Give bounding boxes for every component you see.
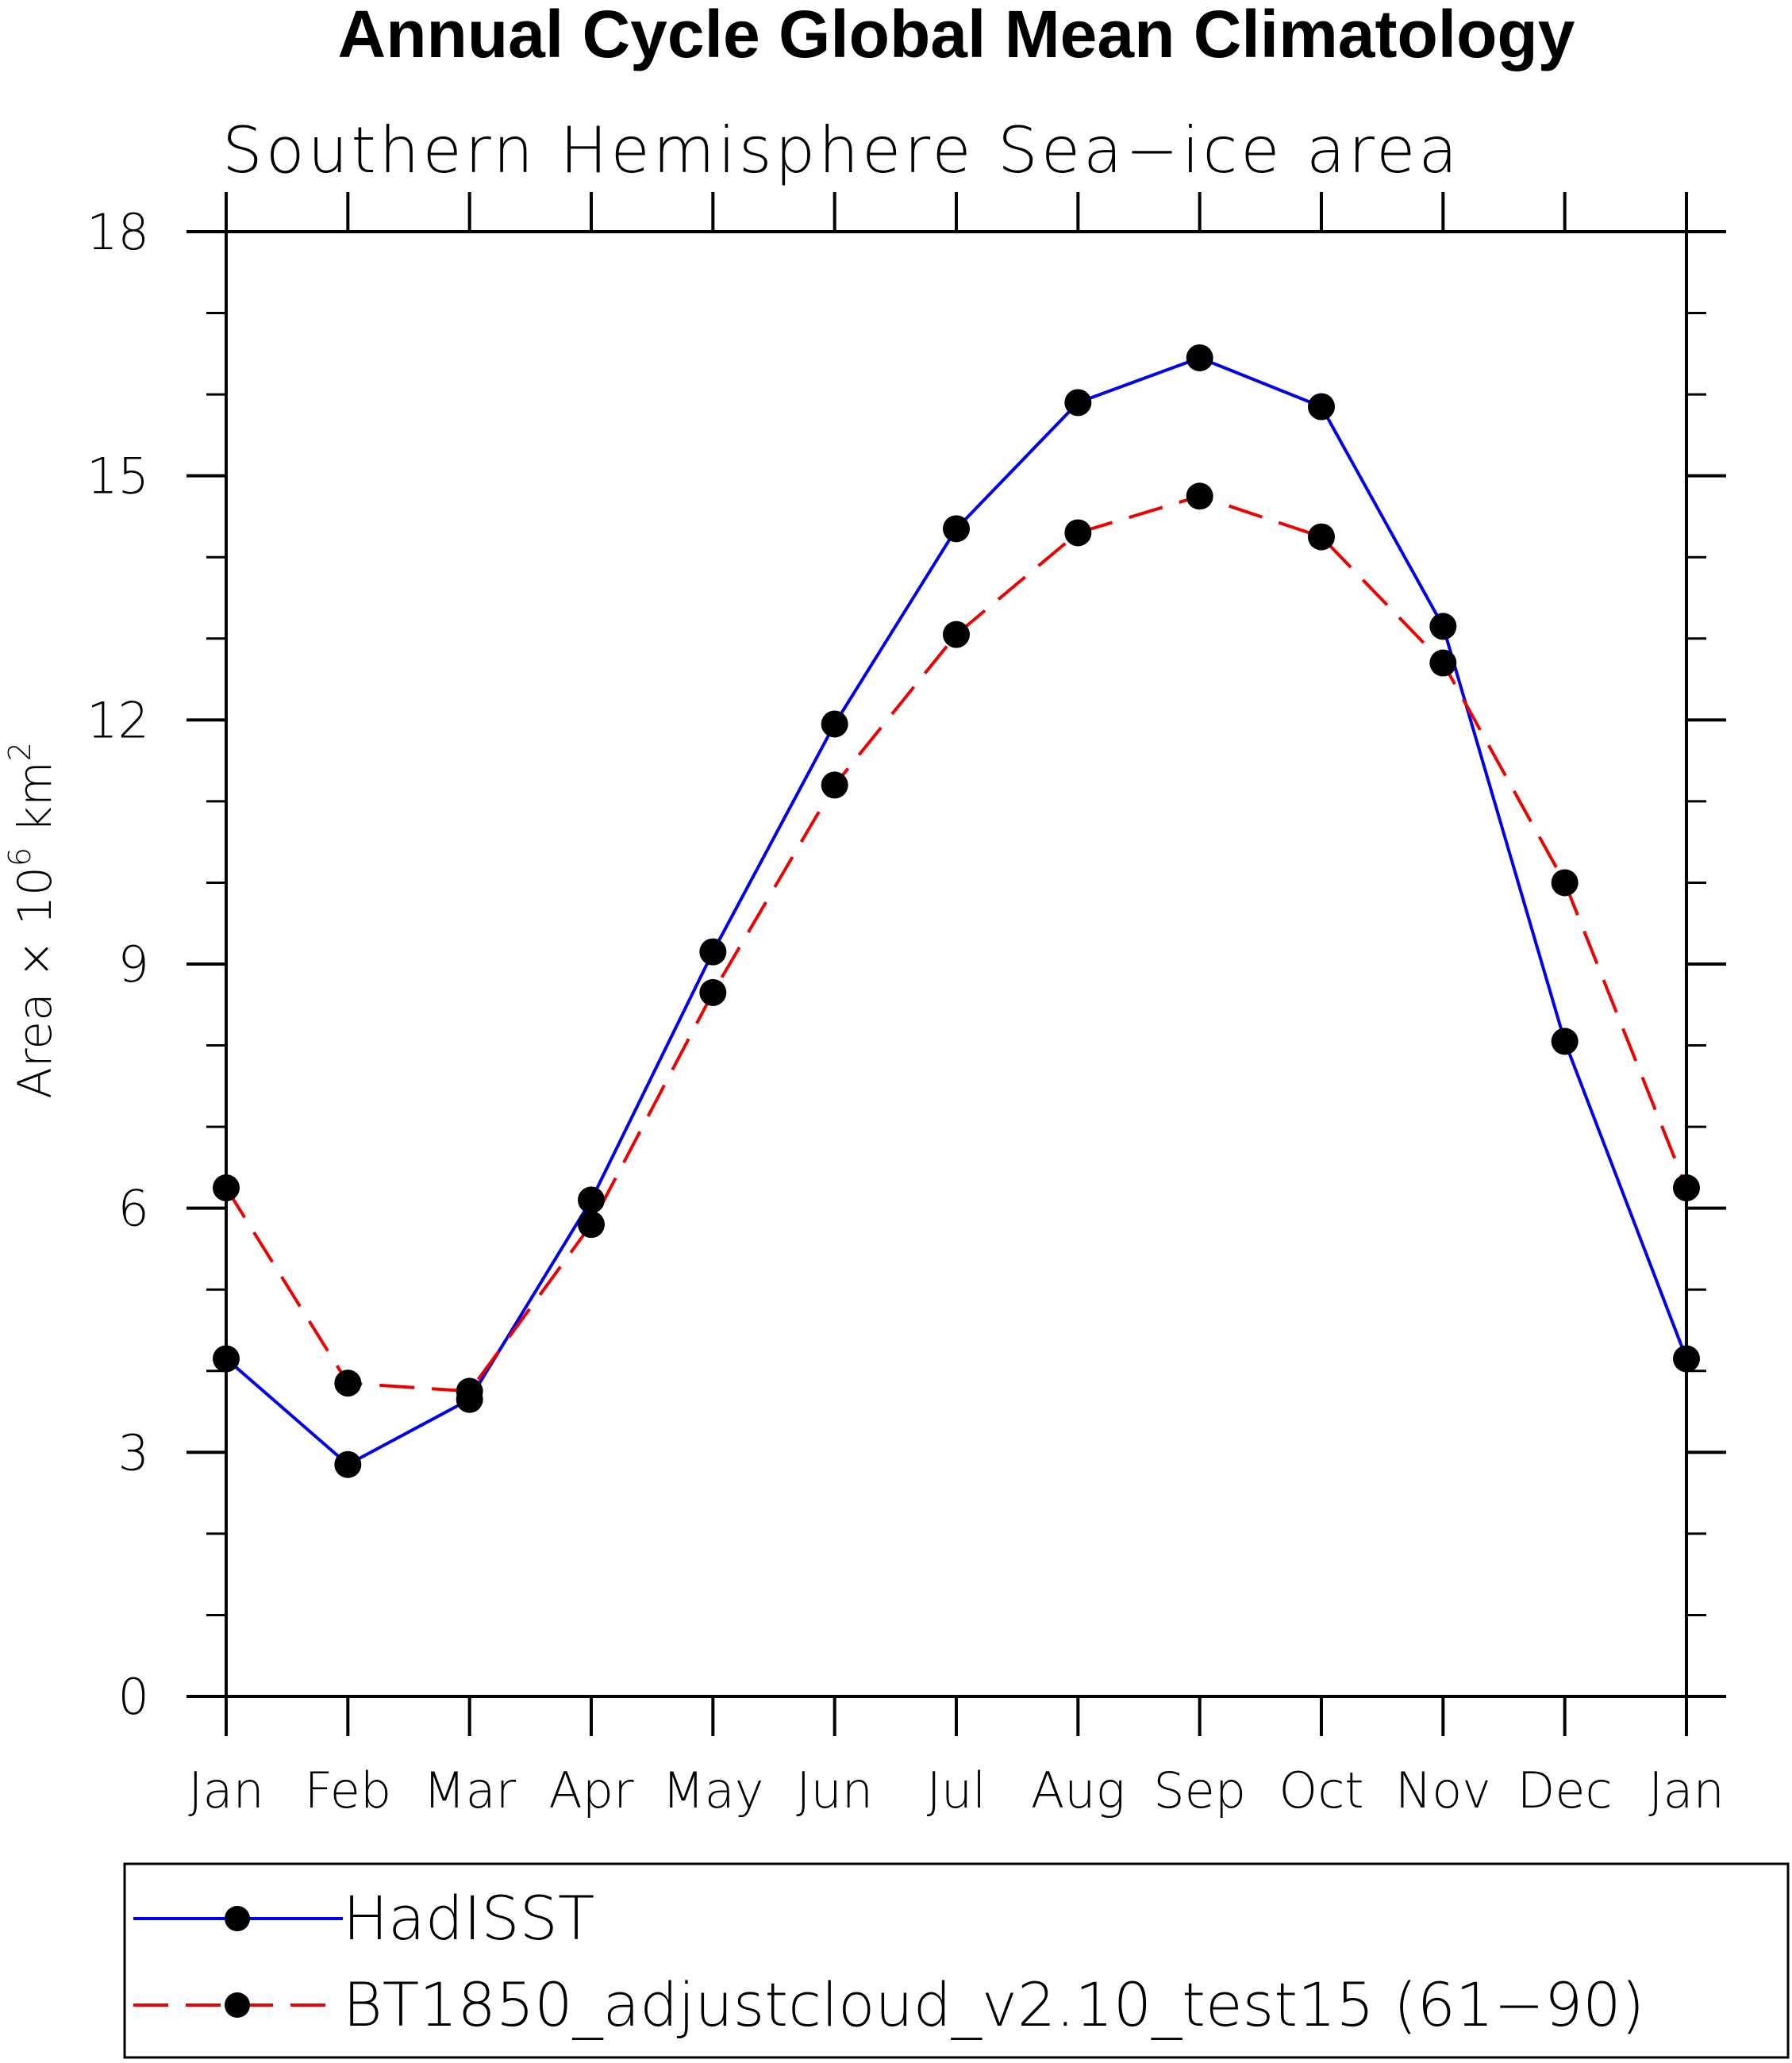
series-1-point	[578, 1211, 605, 1239]
plot-series	[213, 344, 1700, 1478]
series-1-point	[699, 978, 727, 1006]
series-0-point	[1551, 1028, 1579, 1055]
legend-marker-hadisst	[225, 1906, 250, 1931]
x-tick-label: Dec	[1517, 1761, 1613, 1819]
x-tick-label: Apr	[548, 1761, 634, 1819]
y-axis-label-prefix: Area × 10	[8, 866, 62, 1099]
plot-axes	[187, 192, 1726, 1736]
legend: HadISST BT1850_adjustcloud_v2.10_test15 …	[123, 1862, 1790, 2059]
x-tick-label: Feb	[304, 1761, 391, 1819]
series-0-point	[578, 1186, 605, 1214]
series-0-point	[1308, 393, 1335, 421]
x-tick-label: Jun	[796, 1761, 873, 1819]
series-1-point	[1551, 869, 1579, 897]
series-0-point	[1186, 344, 1213, 371]
legend-entry-bt1850: BT1850_adjustcloud_v2.10_test15 (61−90)	[133, 1969, 1644, 2040]
y-axis-label: Area × 106 km2	[2, 742, 62, 1099]
y-tick-label: 15	[87, 448, 149, 505]
series-0-point	[213, 1345, 240, 1373]
series-1-point	[213, 1174, 240, 1202]
series-1-point	[821, 771, 848, 799]
y-tick-label: 3	[118, 1423, 149, 1481]
series-0-point	[334, 1450, 362, 1478]
series-0-point	[1673, 1345, 1700, 1373]
series-1-point	[943, 620, 970, 648]
x-tick-label: May	[662, 1761, 763, 1819]
series-0-point	[1429, 613, 1457, 640]
series-0-point	[699, 938, 727, 966]
legend-label-bt1850: BT1850_adjustcloud_v2.10_test15 (61−90)	[343, 1969, 1644, 2040]
series-1-point	[334, 1370, 362, 1397]
plot-frame	[225, 230, 1688, 1698]
series-1-point	[1429, 649, 1457, 677]
legend-entry-hadisst: HadISST	[133, 1883, 594, 1954]
series-1-point	[1064, 519, 1092, 547]
y-tick-label: 6	[118, 1180, 149, 1238]
tick-labels: Jan Feb Mar Apr May Jun Jul Aug Sep Oct Nov Dec Jan 0…	[87, 203, 1725, 1819]
series-0-point	[943, 515, 970, 543]
y-axis-label-exponent-1: 6	[2, 847, 37, 866]
x-tick-label: Jan	[188, 1761, 264, 1819]
x-tick-label: Oct	[1279, 1761, 1363, 1819]
series-1-point	[456, 1377, 483, 1405]
series-0-point	[1064, 389, 1092, 417]
x-tick-label: Jul	[927, 1761, 986, 1819]
legend-box	[123, 1862, 1790, 2059]
series-1-point	[1673, 1174, 1700, 1202]
y-tick-label: 12	[87, 691, 149, 749]
y-tick-label: 18	[87, 203, 149, 261]
series-1-point	[1308, 523, 1335, 551]
x-tick-label: Jan	[1648, 1761, 1725, 1819]
x-tick-label: Mar	[423, 1761, 516, 1819]
legend-label-hadisst: HadISST	[343, 1883, 594, 1954]
series-1-point	[1186, 482, 1213, 510]
chart-subtitle: Southern Hemisphere Sea−ice area	[222, 113, 1460, 187]
y-tick-label: 0	[118, 1668, 149, 1726]
series-0-point	[821, 710, 848, 738]
x-tick-label: Nov	[1395, 1761, 1491, 1819]
y-axis-label-unit: km	[8, 761, 62, 847]
chart-title: Annual Cycle Global Mean Climatology	[338, 0, 1575, 71]
legend-marker-bt1850	[225, 1992, 250, 2018]
x-tick-label: Aug	[1031, 1761, 1125, 1819]
x-tick-label: Sep	[1153, 1761, 1246, 1819]
y-axis-label-exponent-2: 2	[2, 742, 37, 761]
y-tick-label: 9	[118, 935, 149, 993]
